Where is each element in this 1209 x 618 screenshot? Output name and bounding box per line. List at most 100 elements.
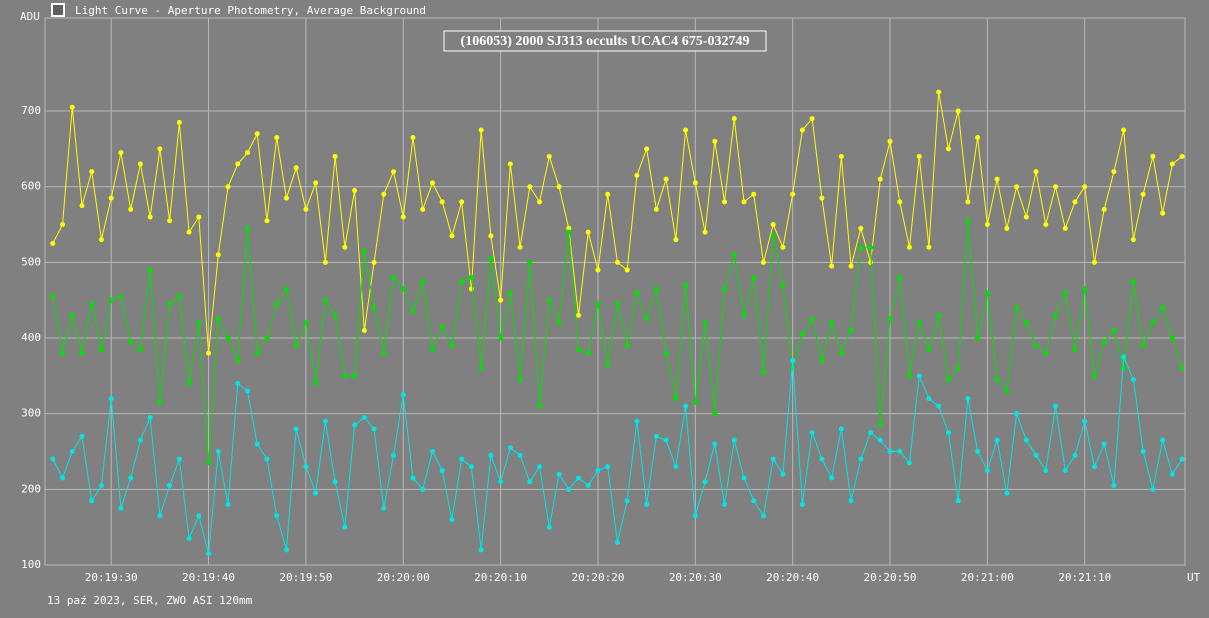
data-point	[1111, 483, 1117, 489]
data-point	[507, 290, 513, 296]
data-point	[1053, 312, 1059, 318]
data-point	[371, 305, 377, 311]
data-point	[1062, 225, 1068, 231]
data-point	[244, 150, 250, 156]
x-tick-label: 20:21:00	[961, 571, 1014, 584]
data-point	[556, 184, 562, 190]
data-point	[975, 449, 981, 455]
data-point	[420, 206, 426, 212]
window-title: Light Curve - Aperture Photometry, Avera…	[75, 4, 426, 17]
data-point	[167, 218, 173, 224]
data-point	[760, 513, 766, 519]
data-point	[702, 479, 708, 485]
data-point	[585, 350, 591, 356]
data-point	[235, 358, 241, 364]
data-point	[352, 422, 358, 428]
data-point	[692, 399, 698, 405]
data-point	[429, 180, 435, 186]
series-line	[52, 356, 1183, 554]
data-point	[147, 214, 153, 220]
data-point	[605, 191, 611, 197]
data-point	[303, 206, 309, 212]
data-point	[488, 233, 494, 239]
data-point	[167, 301, 173, 307]
data-point	[955, 498, 961, 504]
data-point	[887, 138, 893, 144]
data-point	[945, 430, 951, 436]
data-point	[313, 180, 319, 186]
data-point	[653, 206, 659, 212]
data-point	[722, 501, 728, 507]
y-tick-label: 100	[21, 558, 41, 571]
data-point	[1014, 305, 1020, 311]
data-point	[936, 403, 942, 409]
data-point	[420, 486, 426, 492]
data-point	[1053, 403, 1059, 409]
data-point	[79, 203, 85, 209]
chart-title: (106053) 2000 SJ313 occults UCAC4 675-03…	[461, 34, 750, 49]
data-point	[1072, 346, 1078, 352]
data-point	[1082, 184, 1088, 190]
data-point	[118, 293, 124, 299]
data-point	[644, 316, 650, 322]
data-point	[829, 475, 835, 481]
data-point	[342, 524, 348, 530]
data-point	[1043, 350, 1049, 356]
data-point	[634, 290, 640, 296]
data-point	[468, 275, 474, 281]
data-point	[663, 350, 669, 356]
data-point	[1014, 411, 1020, 417]
data-point	[712, 411, 718, 417]
data-point	[352, 187, 358, 193]
data-point	[984, 222, 990, 228]
data-point	[1130, 237, 1136, 243]
data-point	[225, 501, 231, 507]
data-point	[702, 320, 708, 326]
data-point	[283, 195, 289, 201]
data-point	[410, 475, 416, 481]
data-point	[868, 259, 874, 265]
data-point	[1160, 305, 1166, 311]
data-point	[79, 350, 85, 356]
data-point	[264, 218, 270, 224]
data-point	[566, 229, 572, 235]
data-point	[1072, 199, 1078, 205]
data-point	[965, 218, 971, 224]
data-point	[89, 169, 95, 175]
data-point	[225, 184, 231, 190]
data-point	[868, 430, 874, 436]
data-point	[799, 501, 805, 507]
data-point	[283, 547, 289, 553]
data-point	[293, 343, 299, 349]
data-point	[1004, 490, 1010, 496]
data-point	[819, 195, 825, 201]
data-point	[1150, 153, 1156, 159]
data-point	[1072, 452, 1078, 458]
data-point	[1140, 343, 1146, 349]
data-point	[546, 153, 552, 159]
data-point	[527, 259, 533, 265]
data-point	[644, 146, 650, 152]
data-point	[838, 153, 844, 159]
data-point	[683, 282, 689, 288]
data-point	[722, 286, 728, 292]
data-point	[50, 293, 56, 299]
data-point	[663, 176, 669, 182]
data-point	[167, 483, 173, 489]
data-point	[254, 131, 260, 137]
data-point	[819, 358, 825, 364]
data-point	[449, 517, 455, 523]
data-point	[157, 146, 163, 152]
data-point	[50, 240, 56, 246]
data-point	[731, 116, 737, 122]
data-point	[887, 316, 893, 322]
data-point	[624, 498, 630, 504]
data-point	[478, 547, 484, 553]
data-point	[926, 244, 932, 250]
x-tick-label: 20:19:30	[85, 571, 138, 584]
data-point	[770, 233, 776, 239]
data-point	[371, 259, 377, 265]
data-point	[488, 452, 494, 458]
data-point	[809, 316, 815, 322]
data-point	[537, 403, 543, 409]
